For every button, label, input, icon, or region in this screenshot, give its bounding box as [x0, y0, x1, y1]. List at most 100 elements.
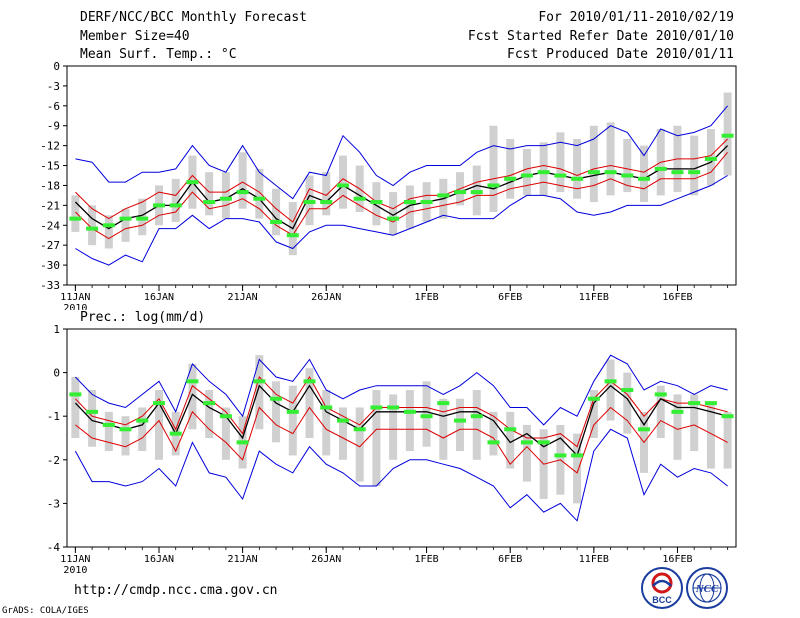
chart2-obs-mark-1	[69, 392, 82, 397]
chart2-range-bar-1	[71, 376, 80, 438]
chart1-obs-mark-6	[152, 203, 165, 208]
chart1-obs-mark-26	[487, 183, 500, 188]
chart2-obs-mark-11	[236, 440, 249, 445]
chart2-frame	[66, 328, 737, 548]
temperature-chart: 0 -3 -6 -9 -12 -15 -18 -21 -24 -27 -30 -3311JAN2010…	[40, 60, 737, 310]
chart2-obs-mark-22	[420, 414, 433, 419]
chart1-obs-mark-21	[403, 200, 416, 205]
chart2-obs-mark-13	[270, 396, 283, 401]
chart2-y-tick-label-1: 1	[53, 323, 60, 336]
chart1-x-tick-label-5: 1FEB	[415, 292, 439, 303]
chart2-range-bar-39	[706, 403, 715, 469]
chart2-range-bar-36	[656, 385, 665, 438]
chart2-obs-mark-17	[336, 418, 349, 423]
chart1-obs-mark-35	[638, 176, 651, 181]
chart1-obs-mark-12	[253, 196, 266, 201]
chart2-obs-mark-39	[704, 401, 717, 406]
chart2-obs-mark-40	[721, 414, 734, 419]
chart2-y-tick-label-5: -3	[47, 497, 60, 510]
chart1-y-tick-label-5: -12	[40, 140, 60, 153]
member-size-label: Member Size=40	[80, 29, 190, 44]
chart1-obs-mark-7	[169, 203, 182, 208]
chart1-series-ensemble-mean	[74, 145, 729, 230]
chart1-obs-mark-30	[554, 173, 567, 178]
chart2-range-bar-40	[723, 411, 732, 469]
chart2-x-tick-label-7: 11FEB	[579, 554, 609, 565]
chart1-y-tick-label-11: -30	[40, 259, 60, 272]
chart1-obs-mark-40	[721, 133, 734, 138]
svg-text:NCC: NCC	[695, 583, 719, 595]
chart2-x-tick-label-5: 1FEB	[415, 554, 439, 565]
chart2-obs-mark-26	[487, 440, 500, 445]
fcst-produced-label: Fcst Produced Date 2010/01/11	[507, 47, 734, 62]
chart1-y-tick-label-2: -3	[47, 80, 60, 93]
chart2-range-bar-2	[88, 390, 97, 447]
chart2-obs-mark-28	[520, 440, 533, 445]
chart2-obs-mark-15	[303, 379, 316, 384]
chart1-obs-mark-27	[504, 176, 517, 181]
chart2-obs-mark-2	[86, 409, 99, 414]
chart1-range-bar-2	[88, 205, 97, 246]
chart1-obs-mark-9	[203, 200, 216, 205]
chart2-range-bar-32	[589, 390, 598, 438]
chart1-range-bar-3	[104, 215, 113, 249]
chart2-obs-mark-19	[370, 405, 383, 410]
chart1-range-bar-28	[522, 148, 531, 196]
chart2-obs-mark-9	[203, 401, 216, 406]
precipitation-variable-label: Prec.: log(mm/d)	[80, 310, 206, 325]
chart1-x-tick-label-6: 6FEB	[498, 292, 522, 303]
chart1-obs-mark-19	[370, 200, 383, 205]
chart1-x-tick-label-2: 16JAN	[144, 292, 174, 303]
chart1-obs-mark-1	[69, 216, 82, 221]
chart2-obs-mark-12	[253, 379, 266, 384]
chart2-obs-mark-16	[320, 405, 333, 410]
chart1-y-tick-label-12: -33	[40, 279, 60, 292]
chart1-series-ensemble-mean-sd	[75, 151, 728, 240]
chart2-obs-mark-5	[136, 418, 149, 423]
chart2-range-bar-14	[288, 385, 297, 456]
chart1-series-ensemble-mean-sd	[75, 138, 728, 223]
chart1-x-tick-label-4: 26JAN	[311, 292, 341, 303]
chart2-range-bar-37	[673, 394, 682, 460]
chart1-obs-mark-37	[671, 170, 684, 175]
chart2-obs-mark-7	[169, 431, 182, 436]
chart2-range-bar-8	[188, 363, 197, 430]
chart2-range-bar-16	[322, 390, 331, 456]
chart2-obs-mark-33	[604, 379, 617, 384]
chart1-range-bar-33	[606, 122, 615, 196]
chart1-obs-mark-32	[587, 170, 600, 175]
chart2-obs-mark-18	[353, 427, 366, 432]
chart1-range-bar-11	[238, 152, 247, 209]
chart1-obs-mark-22	[420, 200, 433, 205]
chart1-y-tick-label-6: -15	[40, 160, 60, 173]
chart2-x-tick-label-1: 11JAN	[60, 554, 90, 565]
chart2-range-bar-19	[372, 390, 381, 486]
chart2-range-bar-18	[355, 407, 364, 482]
chart2-obs-mark-20	[387, 405, 400, 410]
chart1-obs-mark-18	[353, 196, 366, 201]
chart2-x-tick-sublabel-1: 2010	[63, 565, 87, 576]
chart1-obs-mark-15	[303, 200, 316, 205]
chart1-obs-mark-17	[336, 183, 349, 188]
chart1-range-bar-7	[171, 178, 180, 222]
chart2-series-ensemble-mean	[74, 384, 728, 457]
chart1-obs-mark-5	[136, 216, 149, 221]
chart1-y-tick-label-8: -21	[40, 199, 60, 212]
chart2-obs-mark-30	[554, 453, 567, 458]
svg-text:BCC: BCC	[652, 595, 672, 605]
chart1-range-bar-26	[489, 125, 498, 212]
chart1-obs-mark-31	[571, 176, 584, 181]
chart2-series-ensemble-min	[74, 428, 728, 522]
chart1-obs-mark-24	[454, 190, 467, 195]
chart1-y-tick-label-9: -24	[40, 219, 60, 232]
chart1-range-bar-29	[539, 142, 548, 196]
chart1-obs-mark-3	[102, 223, 115, 228]
chart1-obs-mark-4	[119, 216, 132, 221]
chart2-range-bar-34	[623, 372, 632, 434]
chart1-range-bar-35	[640, 145, 649, 203]
chart1-y-tick-label-1: 0	[53, 60, 60, 73]
chart1-obs-mark-33	[604, 170, 617, 175]
chart1-obs-mark-36	[654, 166, 667, 171]
chart2-range-bar-25	[472, 390, 481, 460]
